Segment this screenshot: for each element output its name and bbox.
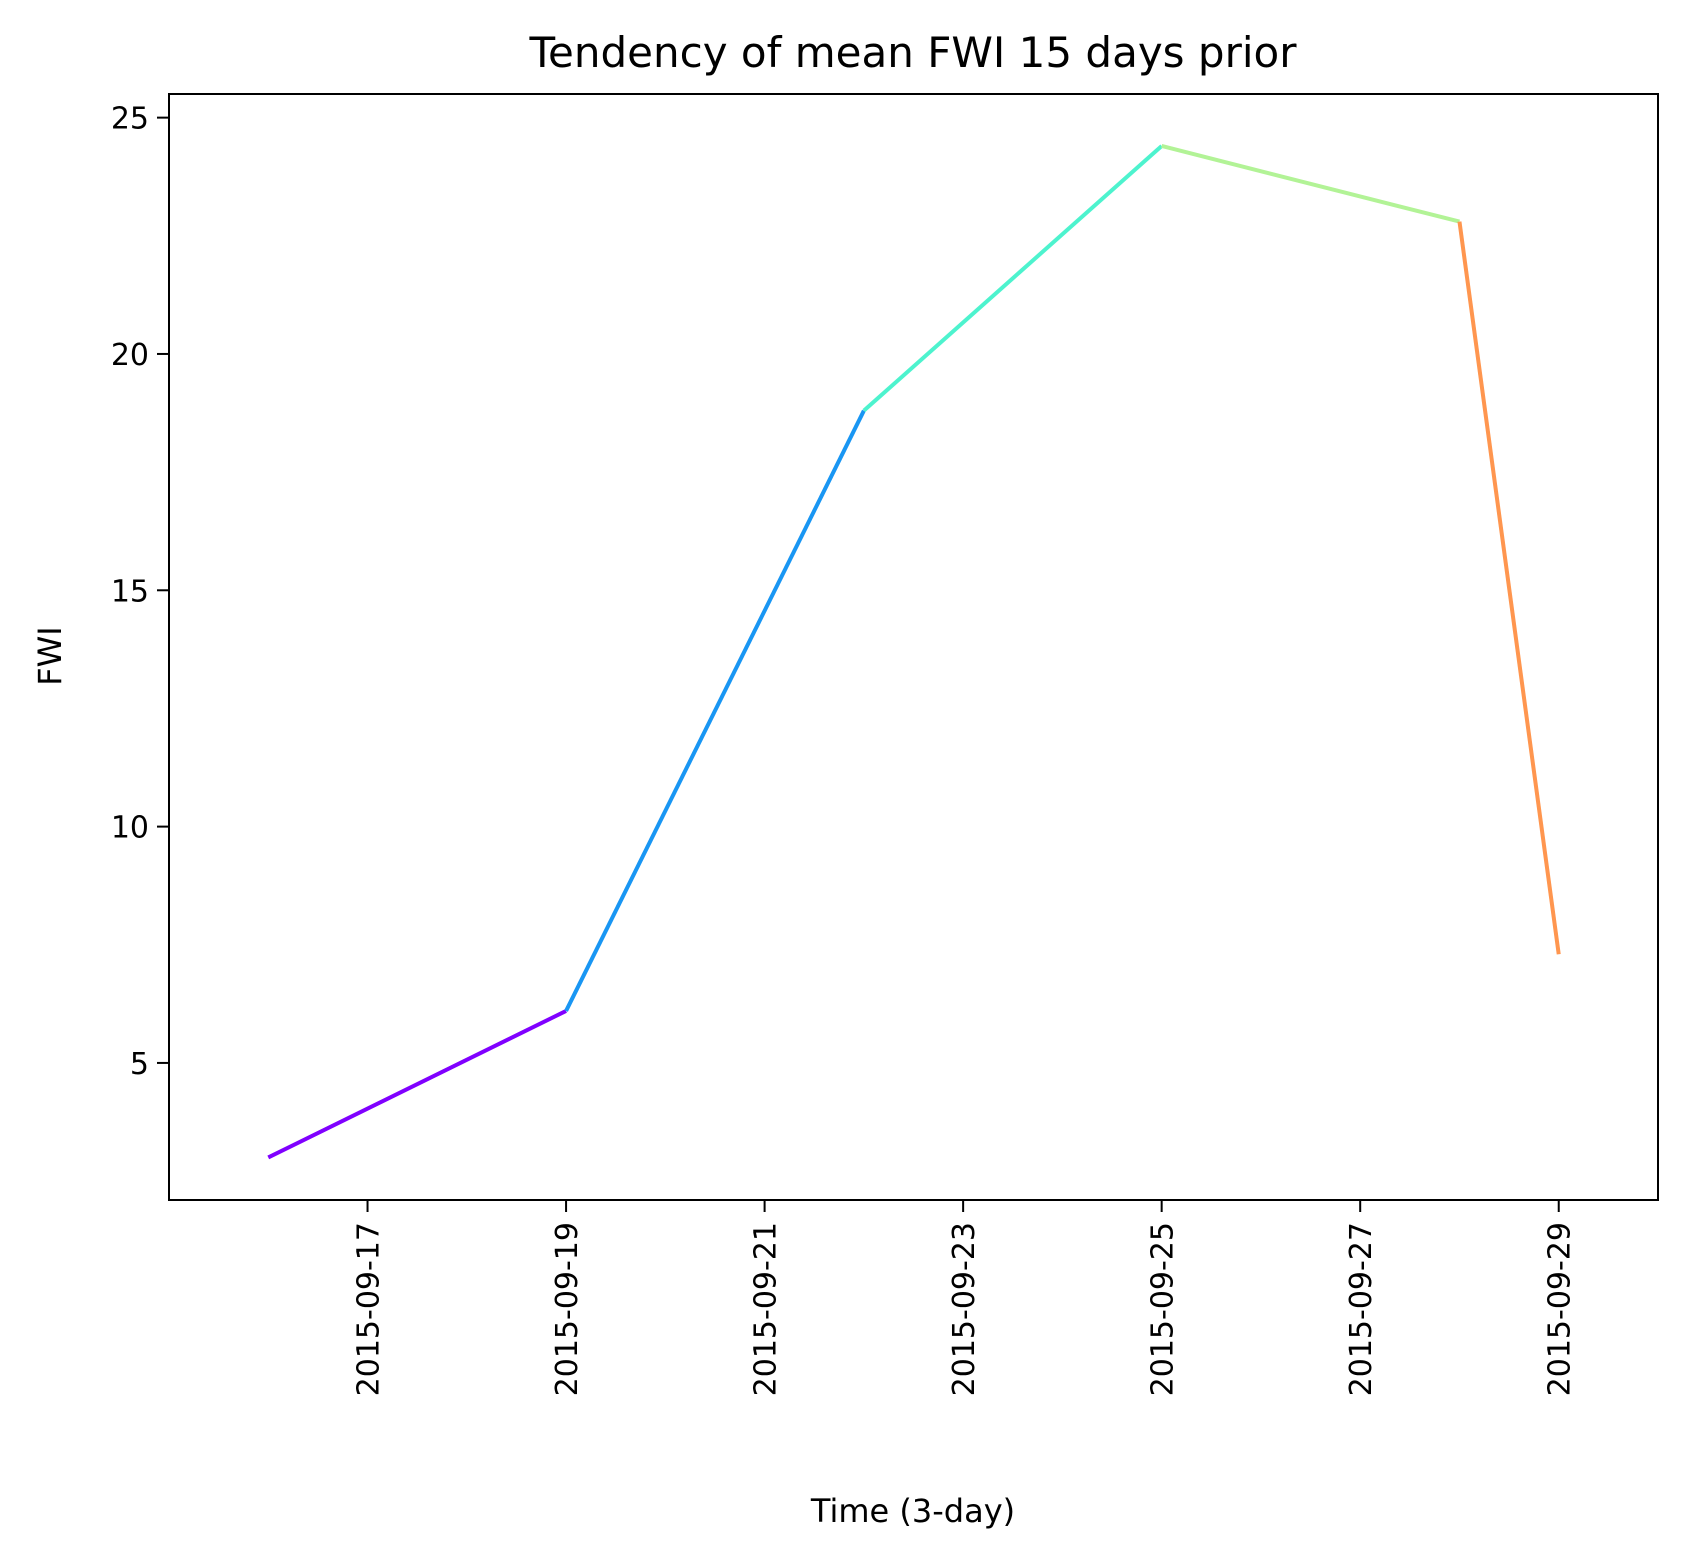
x-tick-label: 2015-09-23 — [947, 1222, 982, 1396]
y-tick-label: 15 — [111, 574, 149, 609]
line-segment — [267, 1009, 567, 1160]
y-axis-label: FWI — [31, 626, 69, 685]
y-tick-label: 5 — [130, 1047, 149, 1082]
x-tick-label: 2015-09-21 — [749, 1222, 784, 1396]
plot-lines — [267, 144, 1561, 1160]
x-tick-label: 2015-09-19 — [550, 1222, 585, 1396]
x-tick-label: 2015-09-29 — [1543, 1222, 1578, 1396]
y-axis-ticks: 5 10 15 20 25 — [111, 102, 169, 1082]
x-tick-label: 2015-09-25 — [1146, 1222, 1181, 1396]
chart-title: Tendency of mean FWI 15 days prior — [529, 28, 1298, 77]
line-segment — [1161, 144, 1460, 224]
plot-frame — [168, 93, 1659, 1201]
line-segment — [862, 144, 1163, 413]
x-tick-label: 2015-09-17 — [352, 1222, 387, 1396]
y-tick-label: 25 — [111, 102, 149, 137]
x-axis-ticks: 2015-09-17 2015-09-19 2015-09-21 2015-09-23… — [352, 1200, 1578, 1396]
line-segment — [1457, 221, 1561, 955]
x-tick-label: 2015-09-27 — [1344, 1222, 1379, 1396]
line-segment — [564, 409, 866, 1012]
y-tick-label: 20 — [111, 338, 149, 373]
y-tick-label: 10 — [111, 811, 149, 846]
x-axis-label: Time (3-day) — [810, 1492, 1015, 1530]
